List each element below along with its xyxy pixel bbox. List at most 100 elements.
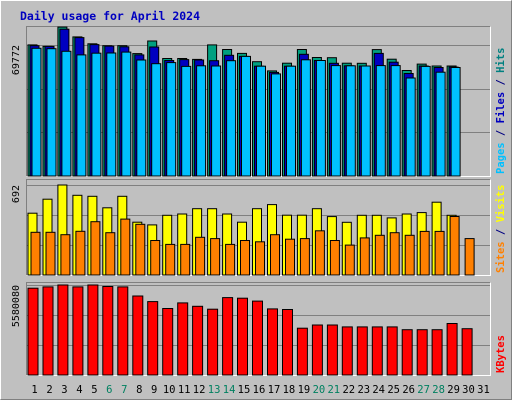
panel-kbytes: 5580080 KBytes <box>11 282 507 376</box>
bar-visits-sites-day-28 <box>434 230 445 276</box>
bar-visits-sites-day-10 <box>165 243 176 276</box>
bar-hits-pages-day-1 <box>31 47 42 177</box>
legend-separator: / <box>495 123 507 142</box>
bar-kbytes-kbytes-day-2 <box>42 286 54 376</box>
x-tick-label-4: 4 <box>76 384 82 396</box>
bar-hits-pages-day-20 <box>315 60 326 177</box>
bar-visits-sites-day-7 <box>120 218 131 276</box>
bar-hits-pages-day-12 <box>196 65 207 177</box>
legend-entry-visits: Visits <box>495 184 507 222</box>
x-tick-label-22: 22 <box>342 384 355 396</box>
bar-kbytes-kbytes-day-30 <box>461 328 473 376</box>
panel-hits-bevel-dark <box>26 26 491 177</box>
legend-entry-pages: Pages <box>495 142 507 174</box>
x-tick-label-21: 21 <box>327 384 340 396</box>
x-tick-label-3: 3 <box>61 384 67 396</box>
panel-visits: 692 Sites / Visits <box>11 179 507 276</box>
bar-hits-pages-day-8 <box>136 59 147 177</box>
x-tick-label-28: 28 <box>432 384 445 396</box>
bar-visits-sites-day-26 <box>404 234 415 276</box>
bar-hits-pages-day-4 <box>76 54 87 177</box>
legend-separator: / <box>495 222 507 241</box>
bar-visits-sites-day-20 <box>314 230 325 276</box>
bar-kbytes-kbytes-day-8 <box>132 295 144 376</box>
bar-hits-pages-day-10 <box>166 62 177 177</box>
x-tick-label-14: 14 <box>223 384 236 396</box>
bar-hits-pages-day-7 <box>121 51 132 177</box>
bar-hits-pages-day-19 <box>300 59 311 177</box>
bar-kbytes-kbytes-day-24 <box>371 326 383 376</box>
bar-kbytes-kbytes-day-22 <box>341 326 353 376</box>
x-tick-label-11: 11 <box>178 384 191 396</box>
x-tick-label-8: 8 <box>136 384 142 396</box>
bar-hits-pages-day-11 <box>181 65 192 177</box>
x-tick-label-6: 6 <box>106 384 112 396</box>
bar-kbytes-kbytes-day-11 <box>177 302 189 376</box>
bar-hits-pages-day-16 <box>256 65 266 177</box>
bar-visits-sites-day-16 <box>255 241 265 276</box>
bar-hits-pages-day-9 <box>151 63 162 177</box>
legend-entry-kbytes: KBytes <box>495 335 507 373</box>
bar-kbytes-kbytes-day-6 <box>102 286 114 376</box>
bar-hits-pages-day-2 <box>46 48 57 177</box>
bar-hits-pages-day-29 <box>450 67 461 177</box>
x-axis-tick-labels: 1 2 3 4 5 6 7 8 9 10 11 12 13 14 15 16 17 18 19 20 21 22 23 24 2… <box>31 384 489 396</box>
panel-kbytes-y-tick-label: 5580080 <box>11 285 22 327</box>
bar-visits-sites-day-25 <box>389 232 400 276</box>
bar-visits-sites-day-2 <box>45 231 56 276</box>
panel-visits-bevel-dark <box>26 179 491 276</box>
bar-visits-sites-day-29 <box>449 216 460 276</box>
bar-kbytes-kbytes-day-12 <box>192 305 204 376</box>
bar-hits-pages-day-17 <box>271 73 281 177</box>
x-tick-label-23: 23 <box>357 384 370 396</box>
bar-visits-sites-day-5 <box>90 221 101 276</box>
x-tick-label-16: 16 <box>253 384 266 396</box>
bar-kbytes-kbytes-day-18 <box>282 309 293 376</box>
x-tick-label-2: 2 <box>46 384 52 396</box>
bar-kbytes-kbytes-day-10 <box>162 308 174 376</box>
bar-hits-pages-day-21 <box>330 65 341 177</box>
bar-visits-sites-day-6 <box>105 232 116 276</box>
bar-hits-pages-day-18 <box>286 65 296 177</box>
bar-hits-pages-day-15 <box>241 55 251 177</box>
bar-visits-sites-day-9 <box>150 240 161 276</box>
x-tick-label-31: 31 <box>477 384 490 396</box>
bar-hits-pages-day-5 <box>91 52 102 177</box>
bar-visits-sites-day-19 <box>299 238 310 276</box>
bar-hits-pages-day-23 <box>360 65 371 177</box>
panel-visits-y-tick-label: 692 <box>11 185 22 203</box>
panel-hits-legend: Pages / Files / Hits <box>495 48 507 174</box>
bar-hits-pages-day-13 <box>211 65 222 177</box>
bar-visits-sites-day-1 <box>30 231 41 276</box>
bar-kbytes-kbytes-day-27 <box>416 329 428 376</box>
bar-visits-sites-day-14 <box>225 243 236 276</box>
bar-visits-sites-day-3 <box>60 234 71 276</box>
bar-kbytes-kbytes-day-29 <box>446 323 458 376</box>
bar-kbytes-kbytes-day-15 <box>237 297 248 376</box>
bar-kbytes-kbytes-day-19 <box>296 327 308 376</box>
x-tick-label-17: 17 <box>268 384 281 396</box>
bar-kbytes-kbytes-day-28 <box>431 329 443 376</box>
bar-hits-pages-day-27 <box>420 65 431 177</box>
bar-kbytes-kbytes-day-20 <box>311 324 323 376</box>
bar-kbytes-kbytes-day-16 <box>252 300 263 376</box>
bar-visits-sites-day-21 <box>329 240 340 276</box>
bar-kbytes-kbytes-day-25 <box>386 326 398 376</box>
bar-kbytes-kbytes-day-7 <box>117 286 129 376</box>
bar-kbytes-kbytes-day-5 <box>87 284 99 376</box>
bar-kbytes-kbytes-day-3 <box>57 284 69 376</box>
legend-entry-hits: Hits <box>495 48 507 73</box>
bar-visits-sites-day-12 <box>195 236 206 276</box>
bar-hits-pages-day-6 <box>106 52 117 177</box>
x-tick-label-25: 25 <box>387 384 400 396</box>
bar-visits-sites-day-13 <box>210 238 221 276</box>
x-tick-label-10: 10 <box>163 384 176 396</box>
bar-kbytes-kbytes-day-1 <box>27 287 39 376</box>
bar-kbytes-kbytes-day-4 <box>72 286 84 376</box>
x-tick-label-26: 26 <box>402 384 415 396</box>
x-tick-label-9: 9 <box>151 384 157 396</box>
bar-kbytes-kbytes-day-23 <box>356 326 368 376</box>
